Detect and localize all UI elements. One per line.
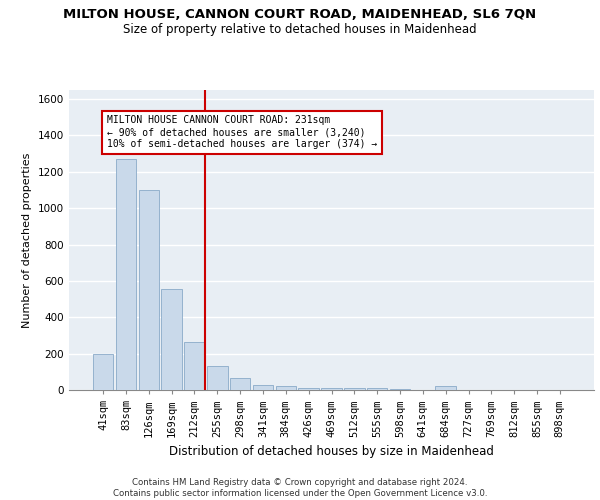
Bar: [390, 388, 410, 390]
Bar: [230, 378, 250, 390]
Bar: [344, 388, 365, 390]
Bar: [436, 386, 456, 390]
Y-axis label: Number of detached properties: Number of detached properties: [22, 152, 32, 328]
Bar: [298, 388, 319, 390]
X-axis label: Distribution of detached houses by size in Maidenhead: Distribution of detached houses by size …: [169, 445, 494, 458]
Text: MILTON HOUSE, CANNON COURT ROAD, MAIDENHEAD, SL6 7QN: MILTON HOUSE, CANNON COURT ROAD, MAIDENH…: [64, 8, 536, 20]
Text: Contains HM Land Registry data © Crown copyright and database right 2024.
Contai: Contains HM Land Registry data © Crown c…: [113, 478, 487, 498]
Bar: [93, 354, 113, 390]
Text: Size of property relative to detached houses in Maidenhead: Size of property relative to detached ho…: [123, 22, 477, 36]
Text: MILTON HOUSE CANNON COURT ROAD: 231sqm
← 90% of detached houses are smaller (3,2: MILTON HOUSE CANNON COURT ROAD: 231sqm ←…: [107, 116, 377, 148]
Bar: [116, 159, 136, 390]
Bar: [275, 386, 296, 390]
Bar: [184, 342, 205, 390]
Bar: [161, 289, 182, 390]
Bar: [321, 388, 342, 390]
Bar: [253, 384, 273, 390]
Bar: [139, 190, 159, 390]
Bar: [367, 388, 388, 390]
Bar: [207, 366, 227, 390]
